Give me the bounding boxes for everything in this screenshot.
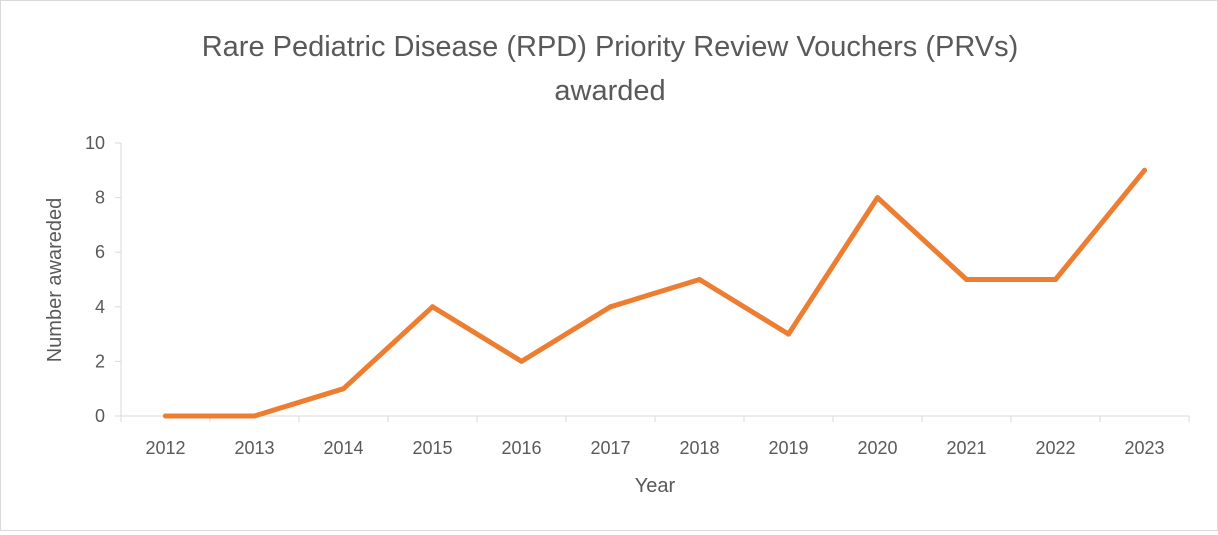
x-tick-label: 2020 [857, 438, 897, 458]
x-tick-label: 2019 [768, 438, 808, 458]
y-tick-label: 8 [95, 188, 105, 208]
x-tick-label: 2014 [323, 438, 363, 458]
data-point [875, 195, 880, 201]
y-tick-label: 4 [95, 297, 105, 317]
x-tick-label: 2016 [501, 438, 541, 458]
data-point [697, 277, 702, 282]
x-tick-label: 2021 [946, 438, 986, 458]
series-layer [163, 167, 1147, 419]
y-tick-label: 10 [85, 133, 105, 153]
data-point [341, 386, 346, 392]
data-point [608, 304, 613, 310]
data-point [163, 413, 168, 419]
x-tick-label: 2022 [1035, 438, 1075, 458]
y-tick-label: 0 [95, 406, 105, 426]
data-point [964, 277, 969, 282]
x-axis-title: Year [635, 475, 676, 497]
x-axis-ticks: 2012 2013 2014 2015 2016 2017 2018 2019 2020 2021… [120, 416, 1190, 458]
y-axis-ticks: 0 2 4 6 8 10 [85, 133, 121, 426]
data-point [1053, 277, 1058, 282]
data-point [1142, 167, 1147, 173]
x-tick-label: 2012 [145, 438, 185, 458]
y-axis-title: Number awareded [44, 198, 66, 363]
x-tick-label: 2017 [590, 438, 630, 458]
x-tick-label: 2018 [679, 438, 719, 458]
x-tick-label: 2015 [412, 438, 452, 458]
data-point [430, 304, 435, 310]
y-tick-label: 2 [95, 351, 105, 371]
x-tick-label: 2023 [1124, 438, 1164, 458]
chart-title-line-2: awarded [554, 75, 665, 107]
data-point [786, 331, 791, 337]
data-point [252, 413, 257, 419]
y-tick-label: 6 [95, 242, 105, 262]
x-tick-label: 2013 [234, 438, 274, 458]
data-point [519, 358, 524, 364]
chart-title-line-1: Rare Pediatric Disease (RPD) Priority Re… [202, 31, 1019, 63]
series-line-0 [163, 167, 1147, 419]
